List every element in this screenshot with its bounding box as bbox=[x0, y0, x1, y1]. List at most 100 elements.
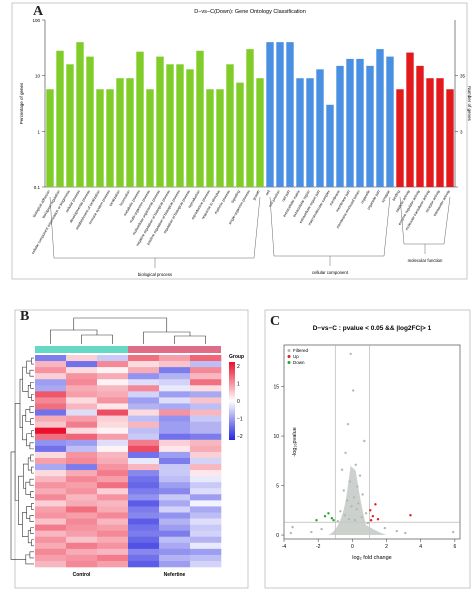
heatmap-cell bbox=[97, 385, 129, 392]
heatmap-cell bbox=[159, 482, 191, 489]
heatmap-cell bbox=[190, 506, 222, 513]
y-axis-label-right: Number of genes bbox=[467, 86, 472, 121]
heatmap-cell bbox=[97, 488, 129, 495]
heatmap-cell bbox=[66, 548, 98, 556]
heatmap-cell bbox=[66, 512, 98, 519]
group-label: molecular function bbox=[408, 258, 443, 263]
heatmap-cell bbox=[35, 403, 67, 410]
heatmap-cell bbox=[97, 433, 129, 441]
row-dendrogram bbox=[26, 433, 32, 447]
heatmap-cell bbox=[190, 530, 222, 538]
x-tick-label: 0 bbox=[351, 544, 354, 550]
bar bbox=[56, 50, 64, 187]
row-dendrogram bbox=[29, 515, 34, 522]
legend-title: Group bbox=[229, 354, 244, 360]
heatmap-cell bbox=[97, 476, 129, 483]
bar bbox=[146, 89, 154, 187]
row-dendrogram bbox=[26, 506, 32, 519]
heatmap-cell bbox=[66, 385, 98, 392]
colorbar-tick-label: 1 bbox=[237, 382, 240, 388]
heatmap-cell bbox=[35, 433, 67, 441]
heatmap-cell bbox=[190, 536, 222, 544]
panel-label-c: C bbox=[270, 314, 281, 329]
heatmap-cell bbox=[159, 433, 191, 441]
heatmap-cell bbox=[97, 518, 129, 525]
category-label: growth bbox=[252, 190, 261, 201]
bar bbox=[236, 82, 244, 187]
heatmap-cell bbox=[159, 488, 191, 495]
point-filtered bbox=[451, 530, 455, 534]
heatmap-cell bbox=[159, 530, 191, 538]
heatmap-cell bbox=[97, 445, 129, 453]
point-filtered bbox=[339, 510, 342, 513]
category-label: cell bbox=[265, 189, 271, 196]
heatmap-cell bbox=[159, 373, 191, 380]
heatmap-cell bbox=[97, 554, 129, 562]
point-filtered bbox=[291, 525, 294, 529]
heatmap-cell bbox=[66, 560, 98, 568]
heatmap-cell bbox=[97, 560, 129, 568]
row-dendrogram bbox=[29, 551, 34, 559]
heatmap-cell bbox=[159, 542, 191, 550]
heatmap-cell bbox=[159, 355, 191, 362]
bar bbox=[196, 50, 204, 187]
heatmap-cell bbox=[128, 427, 160, 435]
x-axis-label: log₂ fold change bbox=[352, 555, 391, 561]
bar bbox=[336, 65, 344, 187]
right-tick-label: 3 bbox=[460, 129, 463, 134]
heatmap-cell bbox=[128, 500, 160, 507]
heatmap-cell bbox=[190, 470, 222, 477]
heatmap-cell bbox=[35, 512, 67, 519]
bar bbox=[286, 42, 294, 187]
heatmap-cell bbox=[190, 542, 222, 550]
heatmap-cell bbox=[128, 482, 160, 489]
x-tick-label: 6 bbox=[453, 544, 456, 550]
heatmap-cell bbox=[159, 464, 191, 471]
heatmap-cell bbox=[35, 524, 67, 531]
heatmap-cell bbox=[128, 415, 160, 422]
heatmap-cell bbox=[35, 385, 67, 392]
heatmap-cell bbox=[66, 476, 98, 483]
point-filtered bbox=[340, 468, 344, 471]
bar bbox=[376, 49, 384, 187]
left-tick-label: 0.1 bbox=[34, 185, 41, 190]
heatmap-cell bbox=[190, 379, 222, 386]
bar bbox=[316, 69, 324, 187]
heatmap-cell bbox=[128, 470, 160, 477]
bar bbox=[396, 89, 404, 187]
bar bbox=[266, 42, 274, 187]
column-dendrogram bbox=[174, 335, 206, 344]
heatmap-cell bbox=[159, 391, 191, 398]
heatmap-cell bbox=[35, 506, 67, 513]
heatmap-cell bbox=[159, 494, 191, 501]
bar bbox=[256, 78, 264, 187]
heatmap-cell bbox=[35, 367, 67, 374]
heatmap-cell bbox=[97, 439, 129, 447]
category-label: binding bbox=[392, 190, 401, 202]
bar bbox=[246, 49, 254, 187]
group-bracket bbox=[49, 196, 261, 259]
heatmap-cell bbox=[159, 385, 191, 392]
x-tick-label: -2 bbox=[316, 544, 321, 550]
heatmap-cell bbox=[128, 548, 160, 556]
heatmap-cell bbox=[97, 506, 129, 513]
heatmap-cell bbox=[190, 415, 222, 422]
bar bbox=[226, 64, 234, 187]
heatmap-cell bbox=[35, 542, 67, 550]
heatmap-cell bbox=[190, 524, 222, 531]
bar bbox=[426, 78, 434, 187]
heatmap-cell bbox=[35, 536, 67, 544]
point-filtered bbox=[364, 512, 368, 515]
bar bbox=[296, 78, 304, 187]
heatmap-cell bbox=[35, 560, 67, 568]
point-filtered bbox=[344, 451, 347, 455]
heatmap-cell bbox=[128, 379, 160, 386]
heatmap-cell bbox=[66, 518, 98, 525]
point-filtered bbox=[383, 526, 387, 530]
heatmap-cell bbox=[128, 560, 160, 568]
heatmap-cell bbox=[190, 451, 222, 459]
heatmap-cell bbox=[159, 524, 191, 531]
y-tick-label: 10 bbox=[273, 434, 279, 440]
row-dendrogram bbox=[30, 490, 34, 498]
heatmap-cell bbox=[35, 355, 67, 362]
